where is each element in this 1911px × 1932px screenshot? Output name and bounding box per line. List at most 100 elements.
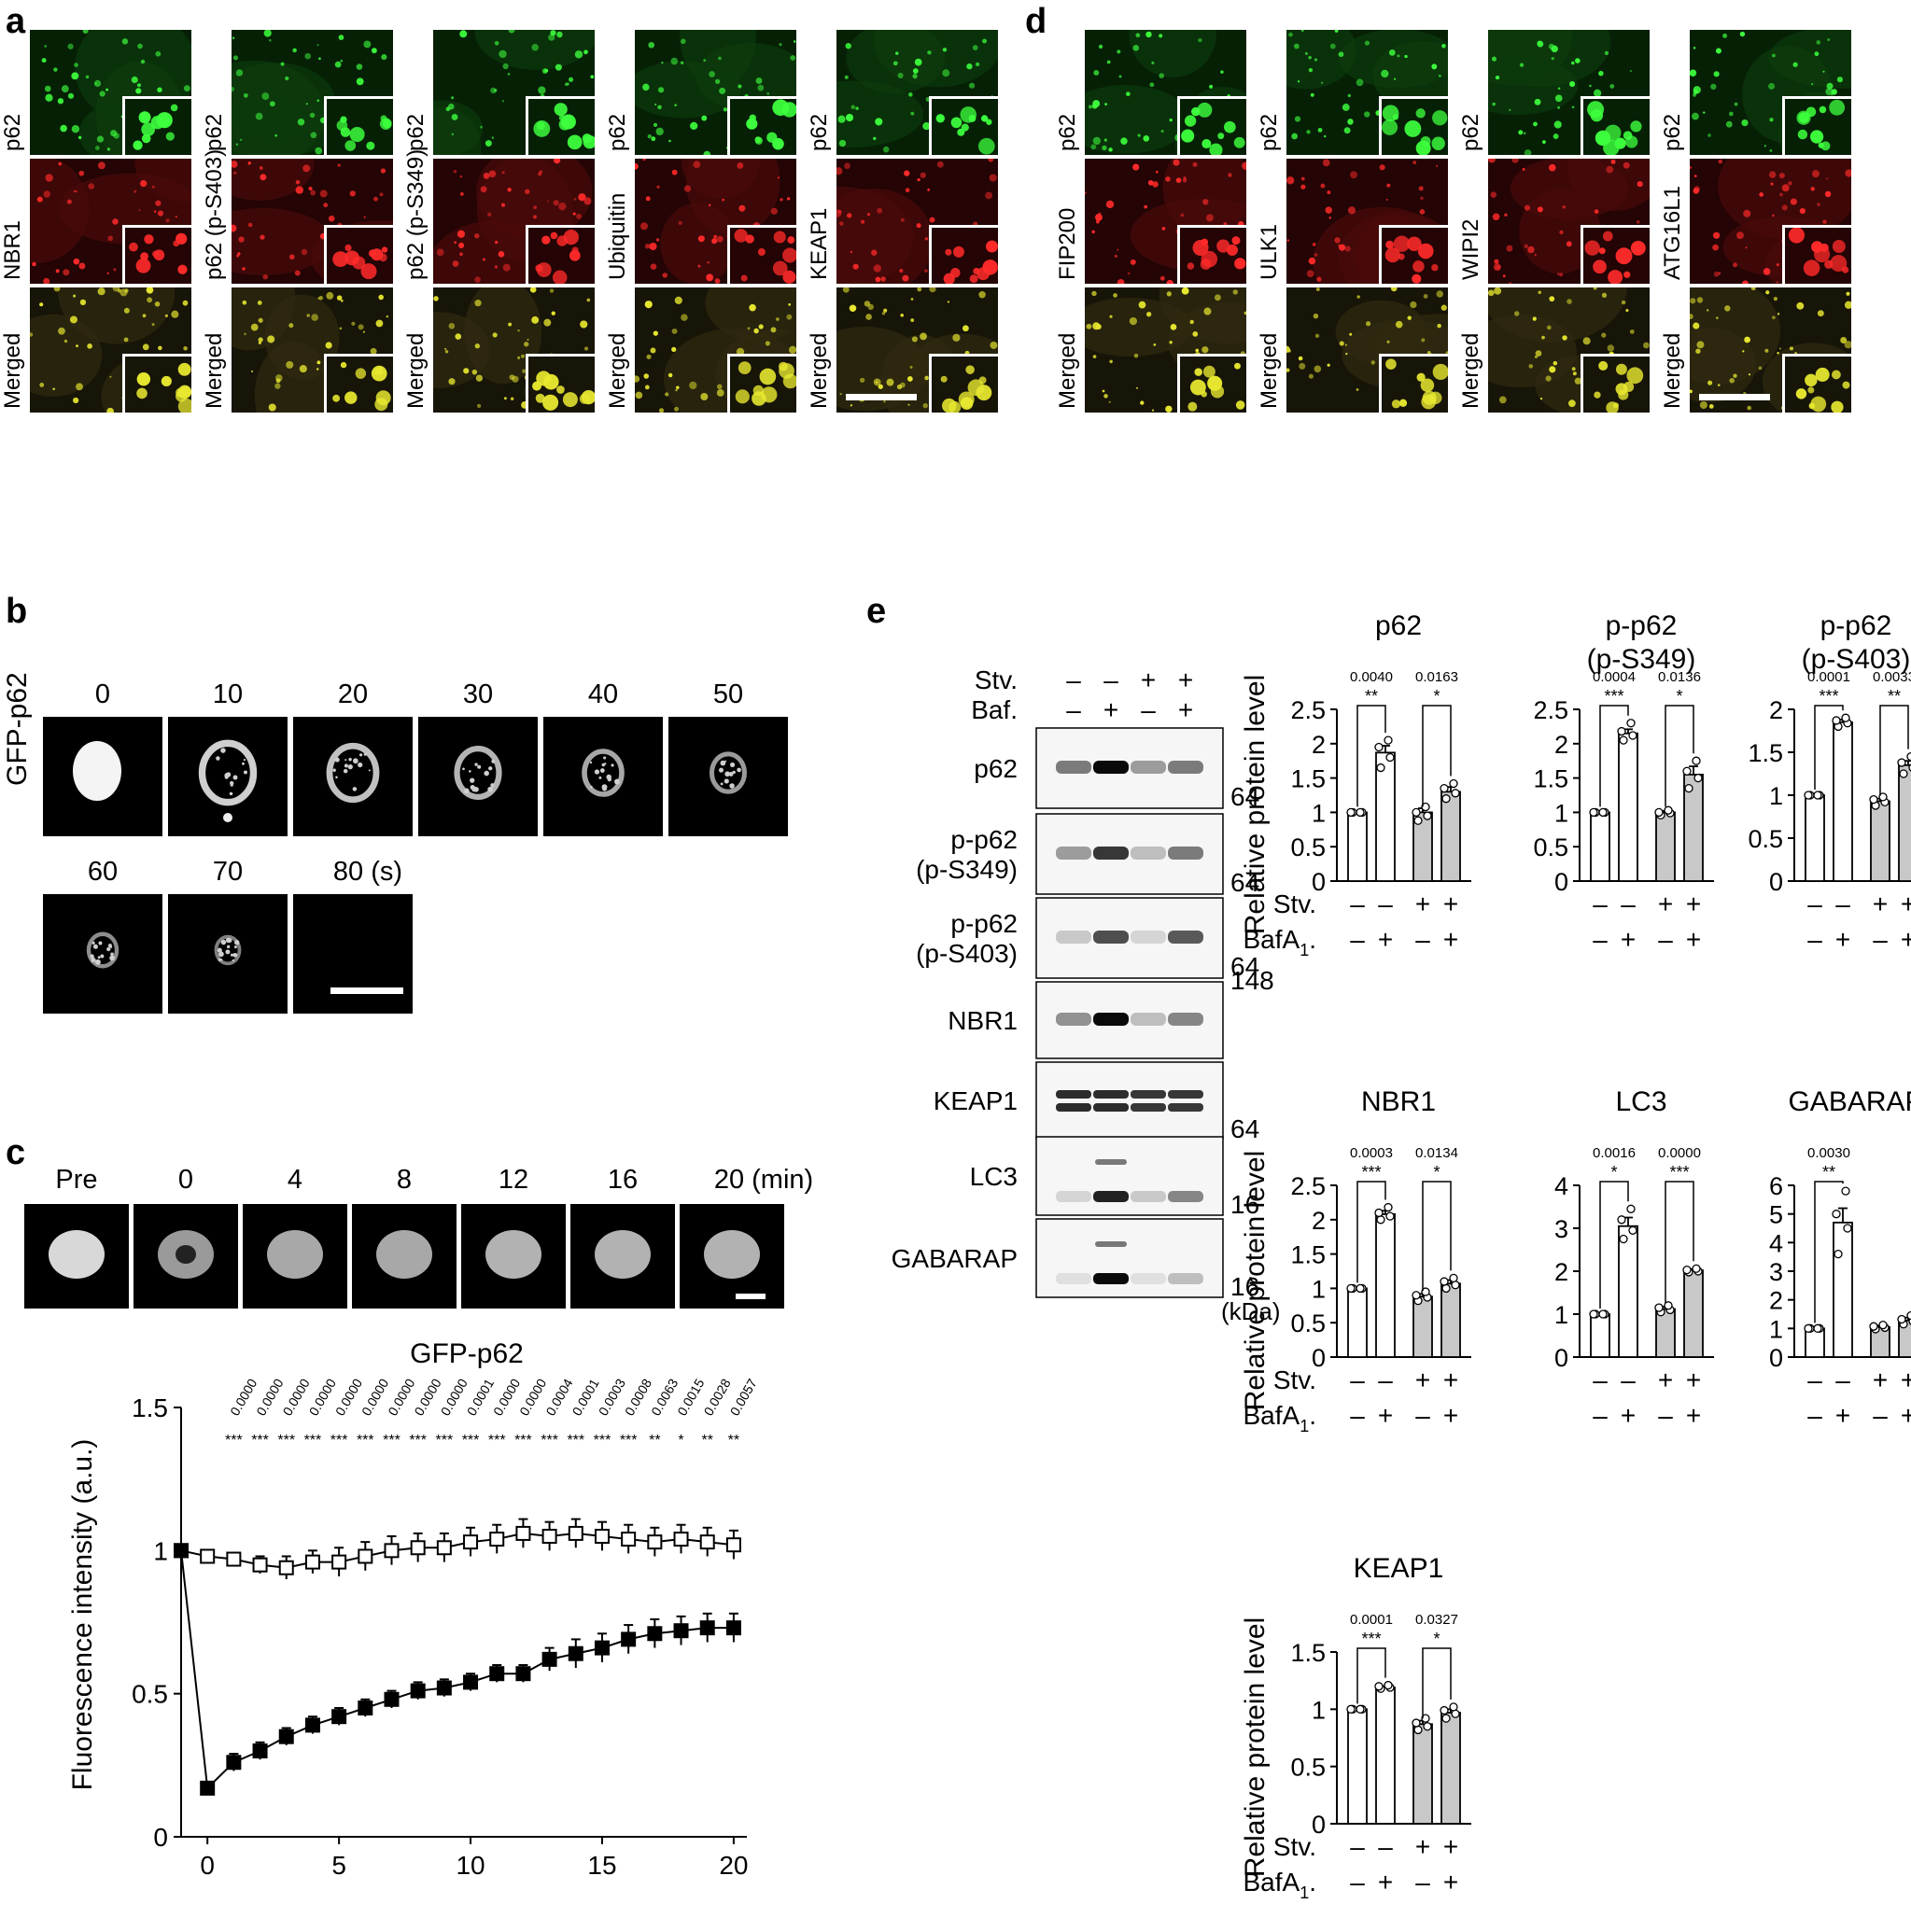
frap-series-0-point [489,1532,505,1547]
panel-c-time-0: Pre [55,1165,98,1195]
bar-baf-mark: + [1835,1401,1850,1430]
magnified-inset [526,96,595,155]
bar-LC3-y-tick-label: 0 [1554,1344,1568,1372]
bar-chart-KEAP1: KEAP1 Relative protein level 0 0.5 1 1.5 0.000… [1240,1553,1471,1902]
panel_d-col2-mid-label: WIPI2 [1458,218,1483,280]
bar-p62-stars: * [1433,687,1440,706]
bar-stv-mark: – [1378,1365,1393,1394]
panel-letter-e: e [866,592,887,631]
panel_d-col0-top-label: p62 [1055,113,1080,151]
panel_a-col4-red-image [836,159,998,284]
bar-chart-p62: p62 Relative protein level 0 0.5 1 1.5 2 2.5 0.0… [1240,610,1471,959]
bar-pS403-pvalue: 0.0001 [1807,669,1850,685]
frap-y-tick-label: 0 [153,1823,168,1852]
bar-p62-point [1421,802,1430,812]
panel-b-frame-5 [668,717,788,836]
bar-pS349-y-tick-label: 0.5 [1533,833,1568,861]
panel-c-time-4: 12 [498,1165,529,1195]
panel_a-col1-mid-label: p62 (p-S403) [202,148,227,280]
panel-letter-a: a [6,2,26,41]
bar-KEAP1-point [1440,1705,1449,1715]
bar-KEAP1-title: KEAP1 [1354,1553,1444,1584]
blot-band [1131,847,1166,860]
blot-band [1093,1191,1129,1202]
magnified-inset [324,354,393,413]
panel_a-col4-merged-image [836,287,998,413]
bar-pS403-point [1899,769,1908,778]
bar-pS403-bar-2 [1870,800,1890,882]
bar-LC3-point [1589,1309,1598,1319]
panel-b-frame-7 [168,894,288,1014]
bar-LC3-stars: * [1610,1163,1617,1182]
panel_d-col3-merged-image [1690,287,1851,413]
panel_d-col0-green-image [1085,30,1246,155]
magnified-inset [929,354,998,413]
blot-band [1093,1090,1129,1099]
bar-pS349-y-tick-label: 1.5 [1533,765,1568,793]
bar-KEAP1-y-tick-label: 0 [1312,1811,1326,1839]
panel-b-frame-0 [43,717,162,836]
bar-p62-point [1440,783,1449,793]
magnified-inset [1379,96,1448,155]
frap-x-tick-label: 15 [587,1851,616,1880]
bar-pS349-stars: *** [1604,687,1623,706]
bar-baf-mark: + [1686,925,1701,954]
magnified-inset [1177,225,1246,284]
bar-stv-mark: + [1443,889,1458,918]
bar-p62-point [1412,807,1421,818]
bar-NBR1-stars: * [1433,1163,1440,1182]
bar-stv-mark: + [1686,1365,1701,1394]
blot-band [1131,1103,1166,1112]
bar-stv-mark: + [1658,889,1673,918]
bar-KEAP1-bar-3 [1440,1712,1461,1825]
bar-GABARAP-stars: ** [1822,1163,1835,1182]
blot-band [1056,847,1091,860]
frap-significance-stars: *** [357,1433,374,1449]
panel_a-col0-green-image [30,30,191,155]
frap-series-1-point [252,1743,268,1758]
bar-pS349-point [1619,735,1628,745]
frap-significance-stars: *** [304,1433,322,1449]
panel_d-col0-bottom-label: Merged [1055,332,1080,409]
frap-series-1-point [699,1620,715,1636]
blot-stv-label: Stv. [975,665,1018,694]
blot-band [1093,1273,1129,1284]
panel-c-frame-0 [24,1204,129,1309]
bar-KEAP1-y-axis-label: Relative protein level [1240,1617,1271,1877]
bar-pS403-point [1897,758,1906,767]
blot-band [1093,761,1129,774]
bar-stv-mark: – [1350,1365,1365,1394]
bar-stv-mark: + [1873,1365,1888,1394]
bar-pS403-title: (p-S403) [1802,644,1911,675]
panel_d-col1-top-label: p62 [1257,113,1282,151]
bar-stv-mark: – [1593,889,1608,918]
bar-p62-point [1356,807,1365,818]
panel_a-col3-green-image [635,30,796,155]
significance-bracket [1356,1181,1386,1283]
bar-LC3-stars: *** [1669,1163,1689,1182]
bar-baf-mark: + [1621,925,1636,954]
bar-GABARAP-pvalue: 0.0030 [1807,1145,1850,1161]
blot-row-1-kda: 64 [1230,868,1259,897]
frap-series-1-point [226,1755,242,1771]
bar-p62-pvalue: 0.0163 [1415,669,1458,685]
bar-baf-mark: – [1415,925,1430,954]
bar-pS403-point [1869,794,1878,805]
blot-band [1168,1191,1203,1202]
bar-baf-mark: – [1658,1401,1673,1430]
panel-letter-b: b [6,592,28,631]
bar-LC3-pvalue: 0.0016 [1593,1145,1636,1161]
bar-pS403-y-tick-label: 1 [1769,782,1783,810]
bar-pS349-y-tick-label: 1 [1554,799,1568,827]
magnified-inset [324,96,393,155]
bar-LC3-y-tick-label: 2 [1554,1258,1568,1286]
bar-GABARAP-point [1804,1323,1813,1333]
panel-b-side-label: GFP-p62 [2,672,33,786]
bar-LC3-y-tick-label: 4 [1554,1172,1568,1200]
bar-pS403-y-tick-label: 0 [1769,868,1783,896]
bar-p62-point [1441,794,1451,804]
bar-NBR1-point [1385,1211,1395,1221]
frap-significance-stars: *** [436,1433,454,1449]
bar-GABARAP-point [1813,1323,1822,1333]
bar-stv-mark: – [1378,889,1393,918]
